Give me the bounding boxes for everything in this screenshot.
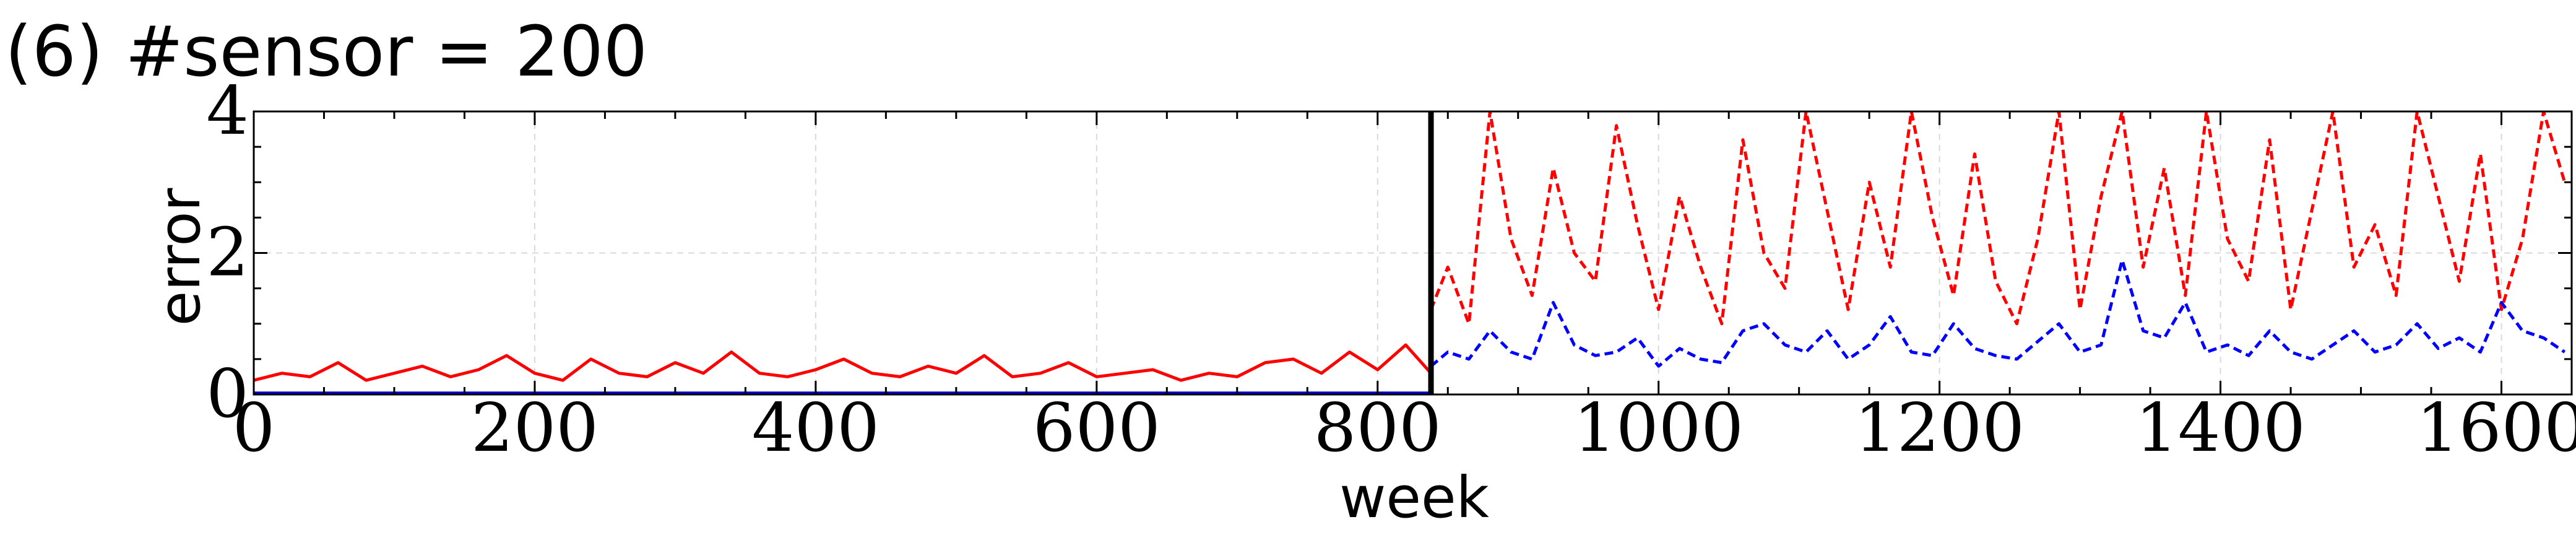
x-tick-label-0: 0 (233, 390, 275, 467)
y-tick-label-2: 2 (206, 214, 249, 292)
series-line-2 (1429, 111, 2567, 326)
x-tick-label-200: 200 (471, 390, 599, 467)
x-tick-label-400: 400 (752, 390, 880, 467)
x-tick-label-1600: 1600 (2416, 390, 2576, 467)
x-tick-labels: 0 200 400 600 800 1000 1200 1400 1600 (233, 390, 2576, 467)
x-tick-label-1400: 1400 (2135, 390, 2306, 467)
y-tick-labels: 0 2 4 (206, 72, 249, 433)
series-layer (254, 111, 2567, 394)
x-tick-label-1200: 1200 (1854, 390, 2025, 467)
series-line-3 (1430, 258, 2566, 368)
chart-title: (6) #sensor = 200 (5, 12, 647, 92)
y-tick-label-4: 4 (206, 72, 249, 150)
x-axis-label: week (1339, 464, 1489, 531)
x-tick-label-600: 600 (1033, 390, 1160, 467)
ticks (253, 110, 2573, 396)
y-axis-label: error (147, 188, 213, 326)
x-tick-label-800: 800 (1314, 390, 1441, 467)
series-line-0 (254, 343, 1432, 382)
y-tick-label-0: 0 (206, 355, 249, 433)
x-tick-label-1000: 1000 (1573, 390, 1744, 467)
